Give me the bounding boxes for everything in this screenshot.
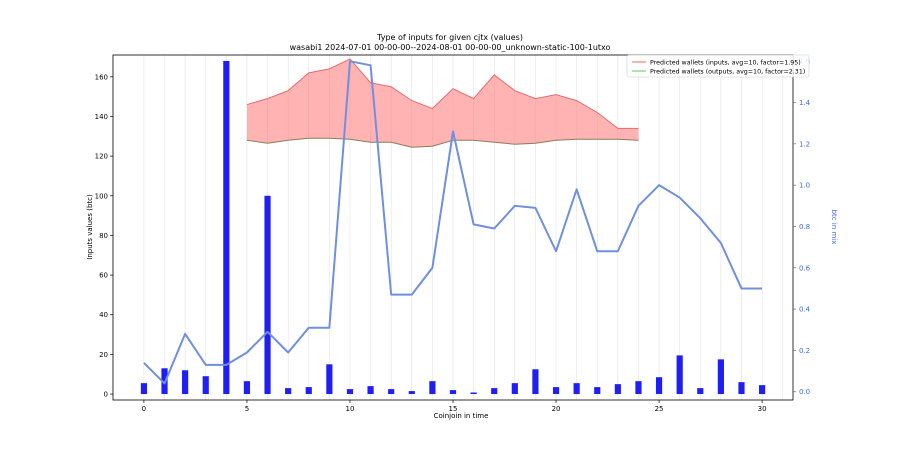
bar-coinjoin-8 (305, 387, 312, 395)
bar-coinjoin-12 (388, 389, 395, 395)
bar-coinjoin-17 (491, 388, 498, 395)
y-axis-label: Inputs values (btc) (86, 194, 94, 260)
btc-in-mix-line (143, 60, 763, 385)
bar-coinjoin-9 (326, 364, 333, 395)
x-tick-label: 10 (346, 405, 355, 413)
x-tick-label: 20 (552, 405, 561, 413)
axes: 0 5 10 15 20 25 30 0 20 40 60 80 100 120 140 160 0.0 0.2 0… (95, 54, 811, 413)
y-tick-label: 80 (99, 232, 108, 240)
x-tick-label: 5 (245, 405, 249, 413)
x-tick-label: 30 (758, 405, 767, 413)
y-right-tick-label: 1.0 (799, 182, 810, 190)
y-right-tick-label: 0.4 (799, 306, 811, 314)
legend-entry-inputs: Predicted wallets (inputs, avg=10, facto… (650, 60, 801, 67)
bar-coinjoin-4 (223, 60, 230, 395)
bar-coinjoin-14 (429, 381, 436, 395)
y-right-tick-label: 1.4 (799, 99, 811, 107)
bar-coinjoin-7 (285, 388, 292, 395)
series-line-0 (246, 58, 639, 129)
y-right-tick-label: 1.2 (799, 140, 810, 148)
y-tick-label: 20 (99, 351, 108, 359)
y-tick-label: 120 (95, 153, 108, 161)
bar-coinjoin-18 (511, 383, 518, 395)
bar-coinjoin-25 (655, 377, 663, 395)
bar-coinjoin-28 (717, 359, 724, 395)
chart-title: Type of inputs for given cjtx (values) (376, 33, 523, 42)
bar-coinjoin-27 (697, 388, 704, 395)
y-right-tick-label: 0.0 (799, 388, 810, 396)
fill-between-area (246, 58, 639, 148)
bar-coinjoin-5 (243, 381, 251, 395)
y-tick-label: 160 (95, 73, 108, 81)
bar-coinjoin-20 (552, 387, 560, 395)
bar-coinjoin-21 (573, 383, 580, 395)
bar-coinjoin-10 (346, 389, 354, 395)
bar-coinjoin-24 (635, 381, 642, 395)
bar-coinjoin-13 (408, 391, 415, 395)
bar-coinjoin-29 (738, 382, 745, 395)
bar-coinjoin-30 (759, 385, 766, 395)
bar-coinjoin-2 (182, 370, 189, 395)
series-line-1 (246, 137, 639, 148)
y-right-tick-label: 0.2 (799, 347, 810, 355)
y-tick-label: 40 (99, 311, 108, 319)
legend-box (626, 54, 810, 78)
bar-coinjoin-0 (140, 383, 147, 395)
bar-coinjoin-11 (367, 386, 374, 395)
legend-entry-outputs: Predicted wallets (outputs, avg=10, fact… (650, 69, 805, 76)
y-right-tick-label: 0.6 (799, 264, 811, 272)
bar-coinjoin-16 (470, 392, 477, 395)
bar-coinjoin-19 (532, 369, 539, 395)
y-tick-label: 60 (99, 272, 108, 280)
bar-coinjoin-23 (614, 384, 621, 395)
lines (143, 58, 763, 385)
y-tick-label: 140 (95, 113, 108, 121)
y-tick-label: 0 (104, 391, 108, 399)
x-axis-label: Coinjoin in time (434, 412, 489, 420)
y-tick-label: 100 (95, 192, 108, 200)
bar-coinjoin-6 (264, 195, 271, 395)
chart-subtitle: wasabi1 2024-07-01 00-00-00--2024-08-01 … (290, 43, 611, 52)
legend: Predicted wallets (inputs, avg=10, facto… (626, 54, 810, 78)
x-tick-label: 25 (655, 405, 664, 413)
fill-between-polygon (246, 58, 639, 148)
bar-coinjoin-22 (594, 387, 601, 395)
x-tick-label: 0 (142, 405, 146, 413)
bar-coinjoin-26 (676, 355, 683, 395)
y-axis-right-label: btc in mix (830, 210, 838, 245)
bar-coinjoin-3 (202, 376, 209, 395)
bar-coinjoin-15 (449, 390, 457, 395)
x-tick-label: 15 (449, 405, 458, 413)
y-right-tick-label: 0.8 (799, 223, 810, 231)
